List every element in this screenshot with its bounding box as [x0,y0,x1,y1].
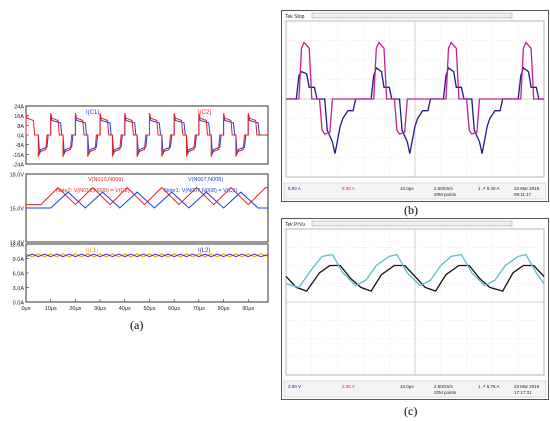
trigger: 1 ↗ 5.76 A [478,384,500,389]
record-length: 20M points [434,390,457,395]
x-tick-label: 60μs [168,306,180,312]
y-tick-label: -16A [12,153,24,159]
y-tick-label: 8A [17,124,24,130]
sample-rate: 2.50GS/s [434,186,454,191]
annotation: V(N010,N009) [88,177,123,183]
series-line [26,186,268,206]
record-length: 20M points [434,192,457,197]
x-tick-label: 30μs [94,306,106,312]
y-tick-label: 6.0A [13,272,25,278]
y-tick-label: -8A [15,143,24,149]
record-bar [311,220,513,227]
y-tick-label: 15.0V [10,207,25,213]
plot-frame [25,173,269,243]
x-tick-label: 90μs [242,306,254,312]
scope-trace [286,66,544,154]
series-line [25,113,268,157]
x-tick-label: 40μs [119,306,131,312]
legend-label: I(C2) [198,110,211,116]
status-bar [283,182,547,200]
x-tick-label: 70μs [193,306,205,312]
annotation: V(N007,N008) [188,177,223,183]
x-tick-label: 80μs [218,306,230,312]
plot-frame [25,243,269,303]
oscilloscope-b: Tek Stop 5.00 A 5.00 A 10.0μs 2.50GS/s 20M po… [281,10,549,202]
series-line [26,191,268,209]
date: 23 Mar 2018 [514,186,540,191]
figure-label-a: (a) [130,318,144,332]
scope-trace [285,264,545,292]
scope-trace [285,253,545,289]
scope-trace [286,41,544,135]
simulation-plots: 24A 16A 8A 0A -8A -16A -24A I(C1) I(C2) 18.0V 15.0… [10,105,269,312]
record-bar [311,12,513,19]
status-bar [283,380,547,398]
y-tick-label: 12.0V [10,241,25,247]
x-tick-label: 20μs [69,306,81,312]
date: 23 Mar 2018 [514,384,540,389]
trigger: 1 ↗ 8.40 A [478,186,500,191]
y-tick-label: 12.0A [10,243,25,249]
timebase: 10.0μs [400,186,414,191]
simulation-panel: 24A 16A 8A 0A -8A -16A -24A I(C1) I(C2) 18.0V 15.0… [0,100,276,340]
y-tick-label: 0A [17,134,24,140]
annotation: Note1: V(N007,N008) = V(C1) [164,188,238,194]
sample-rate: 2.50GS/s [434,384,454,389]
x-tick-label: 0μs [22,306,31,312]
timebase: 10.0μs [400,384,414,389]
scope-header: Tek PrVu [285,222,305,228]
y-tick-label: 3.0A [13,286,25,292]
y-tick-label: 16A [14,114,24,120]
y-tick-label: 18.0V [10,173,25,179]
ch1-scale: 2.00 V [288,384,301,389]
figure-label-b: (b) [404,203,418,217]
series-line [25,253,269,258]
y-tick-label: 24A [14,105,24,111]
scope-header: Tek Stop [285,14,305,20]
y-tick-label: -24A [12,163,24,169]
y-tick-label: 0.0A [13,301,25,307]
y-tick-label: 9.0A [13,257,25,263]
ch3-scale: 5.00 A [342,186,355,191]
clock: 17:17:31 [514,390,532,395]
clock: 09:11:17 [514,192,532,197]
legend-label: I(C1) [86,110,99,116]
x-tick-label: 10μs [45,306,57,312]
x-tick-label: 50μs [143,306,155,312]
legend-label: I(L2) [198,248,210,254]
ch3-scale: 2.00 V [342,384,355,389]
oscilloscope-c: Tek PrVu 2.00 V 2.00 V 10.0μs 2.50GS/s 20M po… [281,218,549,400]
figure-label-c: (c) [404,404,418,418]
annotation: Note2: V(N010,N009) = V(C2) [56,188,130,194]
ch1-scale: 5.00 A [288,186,301,191]
legend-label: I(L1) [86,248,98,254]
